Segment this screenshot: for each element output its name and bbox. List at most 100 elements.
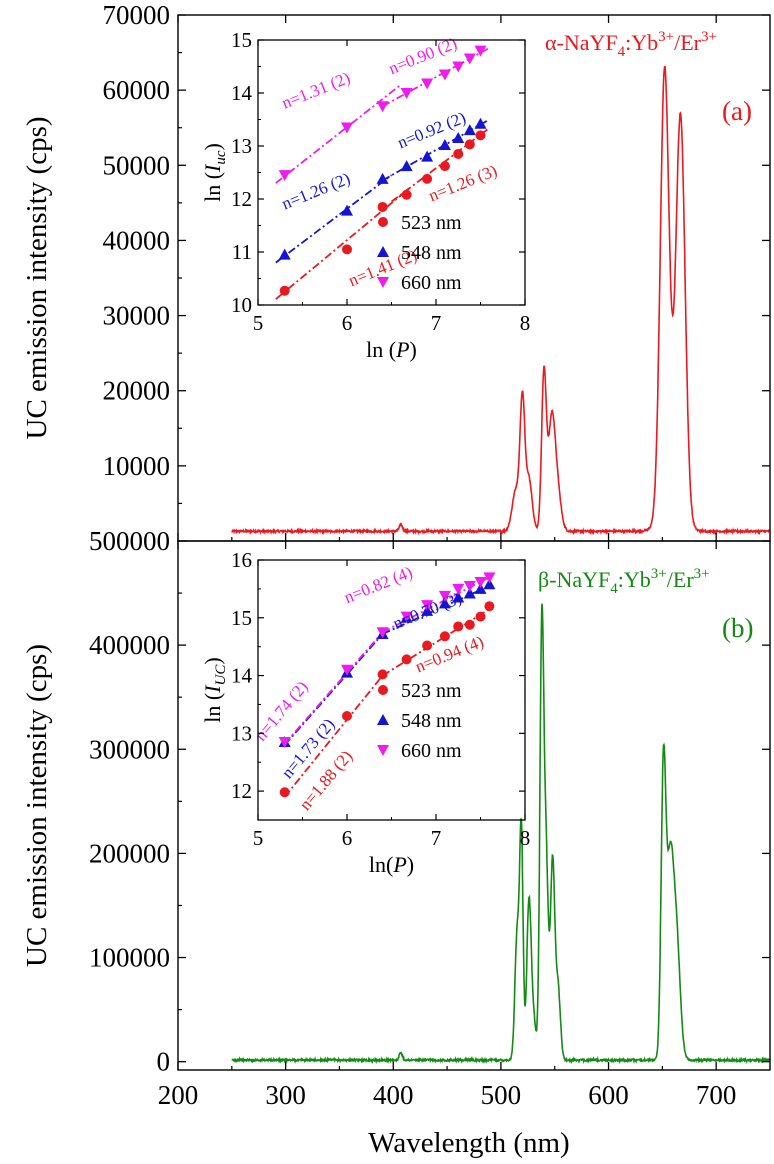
legend-label: 660 nm: [401, 272, 462, 294]
legend-marker: [377, 714, 389, 725]
y-tick-label: 60000: [103, 75, 171, 105]
inset-x-label-part: ): [407, 852, 414, 877]
chart-title-part: :Yb: [625, 30, 658, 55]
data-point-triangle-down: [400, 88, 413, 99]
data-point-triangle-down: [463, 581, 476, 592]
inset: n=1.74 (2)n=1.73 (2)n=1.88 (2)n=0.82 (4)…: [200, 548, 530, 877]
inset-x-label: ln (P): [366, 337, 417, 362]
inset-y-label-part: ln (: [200, 172, 225, 202]
legend-label: 548 nm: [401, 242, 462, 264]
panel-label: (b): [722, 613, 753, 643]
inset-y-label-part: ): [200, 143, 225, 150]
chart-title-part: 4: [618, 44, 626, 60]
y-tick-label: 40000: [103, 225, 171, 255]
fit-annotation: n=0.70 (3): [390, 588, 464, 633]
data-point-triangle-up: [278, 248, 291, 260]
data-point-circle: [464, 619, 475, 630]
spectrum-line: [231, 603, 771, 1065]
legend-label: 523 nm: [401, 212, 462, 234]
chart-title-part: β-NaYF: [538, 567, 610, 592]
fit-line: [283, 674, 384, 798]
legend-label: 523 nm: [401, 680, 462, 702]
inset-x-label-part: ): [410, 337, 417, 362]
inset-x-label-part: P: [392, 852, 406, 877]
data-point-circle: [422, 640, 433, 651]
chart-title-part: 3+: [658, 29, 674, 45]
inset-y-label-part: uc: [213, 150, 229, 165]
inset-x-tick-label: 5: [253, 311, 264, 335]
data-point-triangle-down: [421, 600, 434, 612]
data-point-triangle-down: [278, 737, 291, 748]
inset-x-tick-label: 7: [431, 311, 442, 335]
legend-marker: [377, 246, 389, 257]
inset-x-tick-label: 6: [342, 311, 353, 335]
legend-marker: [377, 277, 389, 288]
y-tick-label: 20000: [103, 376, 171, 406]
chart-title-part: /Er: [667, 567, 695, 592]
chart-title-part: /Er: [674, 30, 702, 55]
data-point-circle: [342, 244, 352, 255]
data-point-circle: [401, 654, 412, 665]
data-point-triangle-down: [278, 170, 291, 182]
data-point-triangle-down: [452, 61, 465, 73]
x-tick-label: 400: [373, 1080, 414, 1110]
plot-frame: [177, 14, 771, 542]
data-point-triangle-down: [341, 122, 353, 134]
data-point-triangle-up: [341, 204, 353, 216]
data-point-triangle-down: [463, 53, 476, 65]
fit-annotation: n=1.26 (3): [426, 161, 500, 206]
chart-title-part: :Yb: [618, 567, 651, 592]
spectrum-line: [231, 65, 771, 536]
y-tick-label: 0: [157, 1047, 171, 1077]
inset-y-tick-label: 15: [231, 606, 252, 630]
data-point-triangle-up: [474, 117, 487, 129]
data-point-circle: [279, 285, 290, 296]
inset-x-tick-label: 8: [520, 311, 531, 335]
data-point-triangle-down: [341, 664, 353, 676]
inset-y-label-part: I: [200, 684, 225, 694]
x-tick-label: 700: [696, 1080, 737, 1110]
data-point-triangle-down: [421, 78, 434, 90]
inset-y-label-part: UC: [213, 664, 229, 686]
data-point-triangle-up: [452, 591, 465, 603]
data-point-circle: [439, 631, 450, 642]
data-point-triangle-up: [474, 582, 487, 594]
inset-y-tick-label: 11: [232, 240, 252, 264]
inset-y-tick-label: 14: [231, 664, 253, 688]
inset-y-label-part: I: [200, 163, 225, 173]
data-point-triangle-up: [376, 172, 389, 184]
chart-title-part: α-NaYF: [545, 30, 618, 55]
inset-y-label-part: ln (: [200, 693, 225, 723]
y-axis-label: UC emission intensity (cps): [21, 116, 53, 439]
legend-marker: [378, 685, 388, 695]
data-point-triangle-down: [474, 45, 487, 57]
inset-y-tick-label: 16: [231, 548, 252, 572]
data-point-triangle-up: [463, 587, 476, 599]
chart-title: α-NaYF4:Yb3+/Er3+: [545, 29, 717, 60]
fit-annotation: n=1.26 (2): [279, 169, 353, 214]
chart-title-part: 3+: [701, 29, 717, 45]
inset: n=1.31 (2)n=0.90 (2)n=1.26 (2)n=0.92 (2)…: [200, 28, 530, 362]
data-point-triangle-up: [421, 150, 434, 162]
data-point-triangle-down: [483, 572, 496, 584]
chart-title-part: 3+: [651, 566, 667, 582]
fit-annotation: n=1.74 (2): [251, 677, 312, 744]
fit-annotation: n=0.82 (4): [341, 562, 415, 607]
fit-line: [284, 631, 384, 745]
fit-line: [284, 633, 384, 746]
inset-y-tick-label: 13: [231, 721, 252, 745]
inset-x-tick-label: 7: [431, 826, 442, 850]
y-axis-label: UC emission intensity (cps): [21, 644, 53, 967]
y-tick-label: 200000: [89, 838, 170, 868]
data-point-triangle-down: [376, 627, 389, 639]
panel-top: 10000 20000 30000 40000 50000 60000 70000 UC em…: [21, 0, 771, 542]
plot-frame: [177, 540, 771, 1071]
data-point-triangle-up: [452, 132, 465, 144]
data-point-circle: [453, 621, 464, 632]
y-tick-label: 30000: [103, 301, 171, 331]
legend-marker: [377, 745, 389, 756]
y-tick-label: 10000: [103, 451, 171, 481]
data-point-circle: [377, 669, 388, 680]
fit-annotation: n=1.31 (2): [279, 68, 353, 113]
